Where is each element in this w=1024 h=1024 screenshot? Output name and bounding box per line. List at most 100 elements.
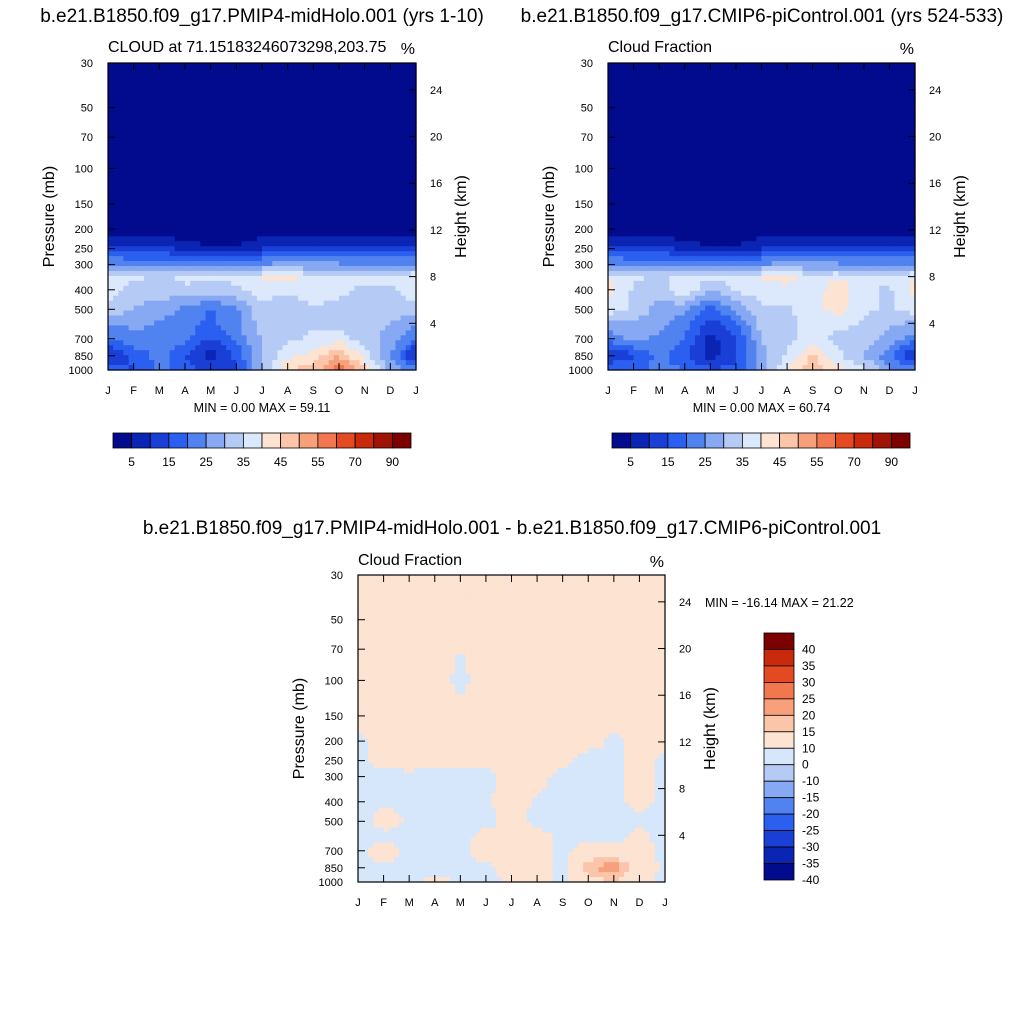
contour-cell: [746, 87, 752, 94]
contour-cell: [205, 340, 212, 346]
contour-cell: [380, 320, 386, 327]
contour-cell: [133, 112, 140, 119]
contour-cell: [272, 335, 278, 341]
contour-cell: [776, 142, 783, 148]
contour-cell: [395, 231, 402, 237]
contour-cell: [405, 142, 412, 148]
contour-cell: [138, 275, 145, 282]
contour-cell: [143, 226, 150, 232]
contour-cell: [323, 355, 330, 361]
contour-cell: [812, 82, 819, 89]
contour-cell: [128, 231, 135, 237]
contour-cell: [297, 226, 304, 232]
contour-cell: [385, 102, 391, 109]
contour-cell: [108, 330, 114, 336]
contour-cell: [643, 122, 650, 128]
contour-cell: [385, 63, 391, 69]
contour-cell: [297, 310, 304, 317]
contour-cell: [664, 63, 670, 69]
contour-cell: [385, 335, 391, 341]
contour-cell: [154, 251, 160, 257]
contour-cell: [318, 127, 325, 133]
contour-cell: [344, 206, 350, 213]
contour-cell: [385, 340, 391, 346]
contour-cell: [292, 355, 299, 361]
contour-cell: [328, 152, 335, 158]
contour-cell: [143, 181, 150, 188]
contour-cell: [123, 137, 130, 143]
contour-cell: [333, 350, 340, 356]
contour-cell: [262, 206, 268, 213]
contour-cell: [694, 127, 701, 133]
contour-cell: [339, 122, 345, 128]
contour-cell: [344, 256, 350, 262]
y-right-tick-label: 24: [430, 85, 442, 97]
contour-cell: [313, 315, 320, 322]
contour-cell: [323, 181, 330, 188]
contour-cell: [374, 176, 381, 183]
contour-cell: [354, 127, 361, 133]
contour-cell: [210, 77, 217, 84]
contour-cell: [277, 166, 284, 173]
contour-cell: [118, 97, 124, 104]
contour-cell: [272, 241, 278, 247]
contour-cell: [318, 97, 325, 104]
contour-cell: [318, 295, 325, 302]
contour-cell: [638, 82, 645, 89]
x-tick-label: J: [259, 385, 265, 397]
contour-cell: [292, 325, 299, 331]
contour-cell: [226, 117, 232, 124]
contour-cell: [149, 330, 155, 336]
contour-cell: [664, 142, 670, 148]
contour-cell: [272, 196, 278, 203]
contour-cell: [174, 181, 181, 188]
contour-cell: [689, 132, 696, 138]
contour-cell: [231, 320, 237, 327]
contour-cell: [323, 310, 330, 317]
contour-cell: [154, 236, 160, 242]
contour-cell: [344, 122, 350, 128]
contour-cell: [354, 72, 361, 79]
contour-cell: [364, 280, 371, 287]
contour-cell: [766, 107, 773, 114]
contour-cell: [220, 176, 227, 183]
contour-cell: [843, 77, 850, 84]
contour-cell: [679, 127, 686, 133]
contour-cell: [282, 216, 289, 223]
contour-cell: [133, 216, 140, 223]
contour-cell: [313, 87, 320, 94]
contour-cell: [205, 147, 212, 153]
contour-cell: [246, 186, 253, 193]
contour-cell: [251, 320, 258, 327]
contour-cell: [128, 196, 135, 203]
contour-cell: [339, 63, 345, 69]
contour-cell: [689, 157, 696, 163]
contour-cell: [118, 107, 124, 114]
contour-cell: [267, 132, 273, 138]
contour-cell: [735, 87, 742, 94]
contour-cell: [123, 211, 130, 218]
contour-cell: [735, 117, 742, 124]
contour-cell: [741, 147, 747, 153]
contour-cell: [113, 191, 119, 198]
contour-cell: [143, 102, 150, 109]
contour-cell: [241, 275, 248, 282]
contour-cell: [185, 226, 191, 232]
contour-cell: [400, 236, 407, 242]
contour-cell: [390, 305, 397, 312]
contour-cell: [303, 345, 309, 351]
contour-cell: [200, 152, 207, 158]
contour-cell: [400, 256, 407, 262]
contour-cell: [380, 285, 386, 292]
contour-cell: [256, 102, 263, 109]
contour-cell: [267, 295, 273, 302]
contour-cell: [210, 216, 217, 223]
contour-cell: [251, 270, 258, 277]
contour-cell: [251, 152, 258, 158]
contour-cell: [195, 166, 201, 173]
contour-cell: [210, 345, 217, 351]
contour-cell: [143, 241, 150, 247]
contour-cell: [643, 72, 650, 79]
contour-cell: [236, 320, 243, 327]
contour-cell: [879, 122, 885, 128]
